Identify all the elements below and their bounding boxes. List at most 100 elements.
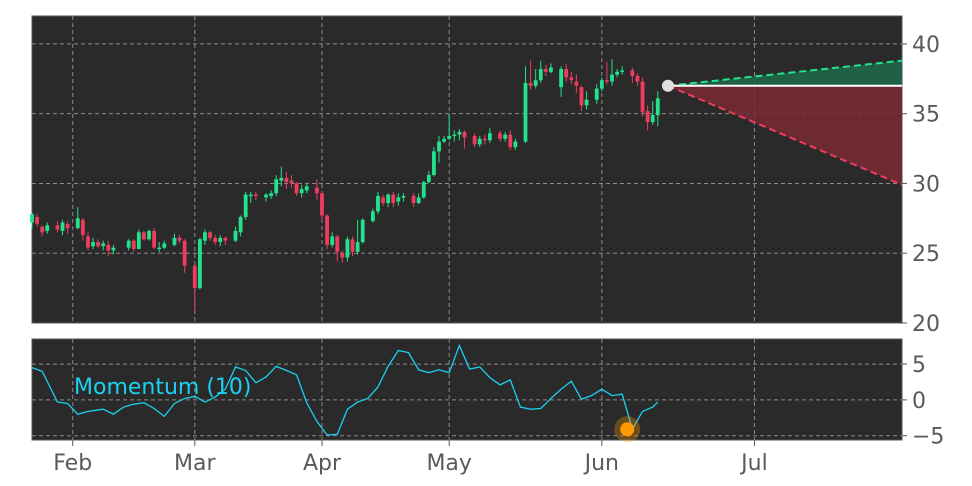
candle-body (370, 211, 375, 222)
price-tick-label: 40 (912, 33, 940, 58)
candle-body (111, 247, 116, 251)
candle-body (289, 180, 294, 184)
x-tick-label: Apr (303, 451, 342, 476)
x-axis: Feb Mar Apr May Jun Jul (53, 440, 768, 476)
momentum-legend-label: Momentum (10) (74, 375, 252, 400)
candle-body (498, 133, 502, 139)
candle-body (86, 236, 90, 248)
candle-body (411, 196, 416, 203)
candle-body (350, 239, 355, 252)
candle-body (177, 237, 182, 241)
candle-body (75, 218, 80, 229)
candles (30, 59, 660, 312)
candle-body (482, 138, 487, 141)
candle-body (335, 236, 340, 252)
price-panel: 20 25 30 35 40 (30, 15, 940, 337)
candle-body (147, 230, 151, 240)
momentum-series-line (31, 343, 659, 436)
candle-body (330, 236, 335, 245)
candle-body (579, 87, 584, 106)
candle-body (508, 134, 513, 148)
candle-body (106, 244, 111, 251)
momentum-tick-label: −5 (912, 425, 944, 450)
candle-body (142, 232, 146, 240)
candle-body (269, 193, 274, 197)
candle-body (620, 70, 625, 72)
candle-body (381, 197, 385, 203)
candle-body (523, 82, 528, 142)
candle-body (299, 189, 304, 194)
projection-lower-area (667, 85, 902, 185)
candle-body (345, 239, 350, 258)
last-price-marker (661, 79, 674, 92)
x-tick-label: Mar (174, 451, 216, 476)
candle-body (640, 81, 645, 113)
candle-body (223, 237, 228, 241)
candle-body (126, 240, 131, 248)
candle-body (391, 194, 396, 203)
candle-body (594, 88, 599, 100)
candle-body (437, 141, 441, 152)
candle-body (218, 237, 223, 243)
candle-body (40, 226, 45, 233)
projection-cone (661, 59, 903, 186)
candle-body (340, 253, 345, 258)
projection-upper-area (667, 60, 902, 86)
price-y-axis: 20 25 30 35 40 (902, 33, 940, 337)
candle-body (274, 179, 279, 194)
candle-body (538, 69, 543, 81)
candle-body (45, 225, 50, 231)
candle-body (472, 136, 477, 145)
candle-body (182, 240, 187, 266)
candle-body (584, 99, 589, 106)
candle-body (386, 194, 391, 203)
candle-body (304, 186, 309, 191)
candle-body (136, 232, 141, 250)
candle-body (315, 187, 319, 194)
x-tick-label: Feb (53, 451, 92, 476)
candle-body (325, 215, 329, 245)
candle-body (253, 194, 258, 197)
price-tick-label: 35 (912, 103, 940, 128)
candle-body (208, 232, 212, 238)
momentum-y-axis: −5 0 5 (902, 353, 944, 450)
candle-body (279, 177, 284, 181)
candle-body (284, 177, 289, 183)
candle-body (569, 77, 574, 81)
candle-body (243, 194, 248, 217)
candle-body (320, 193, 324, 216)
candle-body (426, 175, 431, 183)
projection-lower-line (667, 84, 903, 186)
price-tick-label: 20 (912, 312, 940, 337)
candle-body (238, 216, 243, 233)
candle-body (635, 76, 640, 82)
candle-body (462, 131, 467, 138)
momentum-marker (620, 422, 635, 437)
candle-body (559, 69, 564, 88)
candle-body (91, 242, 95, 247)
candle-body (213, 237, 218, 243)
candle-body (203, 232, 207, 241)
candle-body (172, 237, 177, 245)
candle-body (605, 80, 609, 82)
candle-body (615, 71, 619, 75)
candle-body (543, 69, 548, 72)
candle-body (294, 183, 299, 194)
candle-body (233, 230, 238, 241)
candle-body (610, 74, 614, 82)
candle-body (655, 98, 660, 116)
candle-body (564, 69, 569, 78)
candle-body (533, 80, 538, 86)
candle-body (432, 151, 436, 176)
candle-body (248, 194, 253, 197)
candle-body (131, 240, 136, 250)
candle-body (452, 134, 457, 137)
candle-body (157, 247, 162, 250)
candle-body (65, 223, 70, 229)
candle-body (55, 225, 60, 230)
candle-body (197, 239, 202, 289)
momentum-line (31, 343, 659, 443)
momentum-tick-label: 5 (912, 353, 926, 378)
candle-body (96, 242, 101, 247)
